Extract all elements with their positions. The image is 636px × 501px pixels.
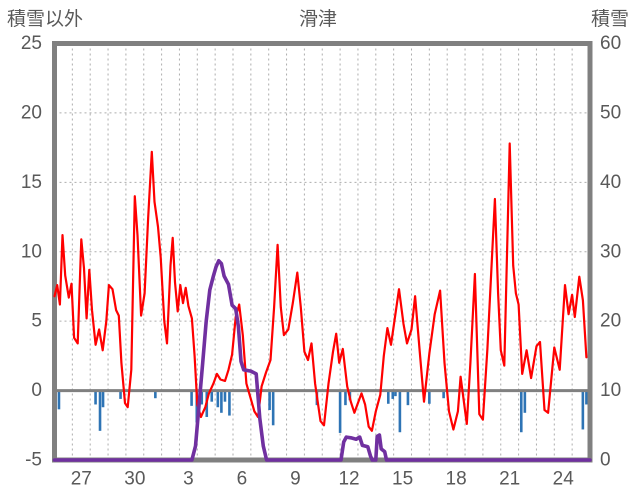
left-tick-label: 15 [21,172,42,193]
precip-bar [581,390,585,430]
right-tick-label: 20 [600,311,621,332]
x-tick-label: 6 [237,469,248,490]
precip-bar [428,390,431,404]
left-axis-title: 積雪以外 [7,8,83,30]
precip-bar [200,390,204,405]
precip-bar [338,390,342,433]
precip-bar [190,390,193,406]
chart-title: 滑津 [299,8,337,30]
right-tick-label: 30 [600,241,621,262]
precip-bar [271,390,275,426]
x-tick-label: 21 [499,469,520,490]
bars-group [57,390,588,433]
x-tick-label: 18 [446,469,467,490]
precip-bar [585,390,588,405]
precip-bar [268,390,271,411]
precip-bar [386,390,390,404]
precip-bar [94,390,97,405]
x-tick-label: 30 [124,469,145,490]
precip-bar [216,390,220,408]
precip-bar [344,390,347,406]
right-tick-label: 60 [600,33,621,54]
right-tick-label: 50 [600,102,621,123]
x-tick-label: 3 [183,469,194,490]
left-tick-label: 10 [21,241,42,262]
precip-bar [391,390,395,399]
left-tick-label: 25 [21,33,42,54]
red-series-group [53,142,588,432]
precip-bar [154,390,157,399]
precip-bar [398,390,402,433]
x-tick-label: 27 [71,469,92,490]
snow-depth-line [52,258,592,462]
right-tick-label: 10 [600,380,621,401]
x-tick-label: 24 [553,469,575,490]
x-tick-label: 9 [290,469,301,490]
left-tick-label: 20 [21,102,42,123]
precip-bar [119,390,122,399]
right-tick-label: 40 [600,172,621,193]
precip-bar [519,390,523,433]
precip-bar [394,390,397,397]
precip-bar [406,390,410,406]
precip-bar [210,390,214,402]
precip-bar [442,390,445,399]
precip-bar [523,390,527,413]
precip-bar [220,390,223,413]
precip-bar [98,390,102,431]
right-tick-label: 0 [600,450,611,471]
non-snow-line [53,142,588,432]
precip-bar [223,390,227,402]
precip-bar [228,390,231,416]
precip-bar [57,390,61,410]
left-tick-label: 5 [31,311,42,332]
right-axis-title: 積雪 [591,8,629,30]
left-tick-label: -5 [25,450,42,471]
left-tick-label: 0 [31,380,42,401]
precip-bar [101,390,105,408]
x-tick-label: 12 [338,469,359,490]
x-tick-label: 15 [392,469,413,490]
